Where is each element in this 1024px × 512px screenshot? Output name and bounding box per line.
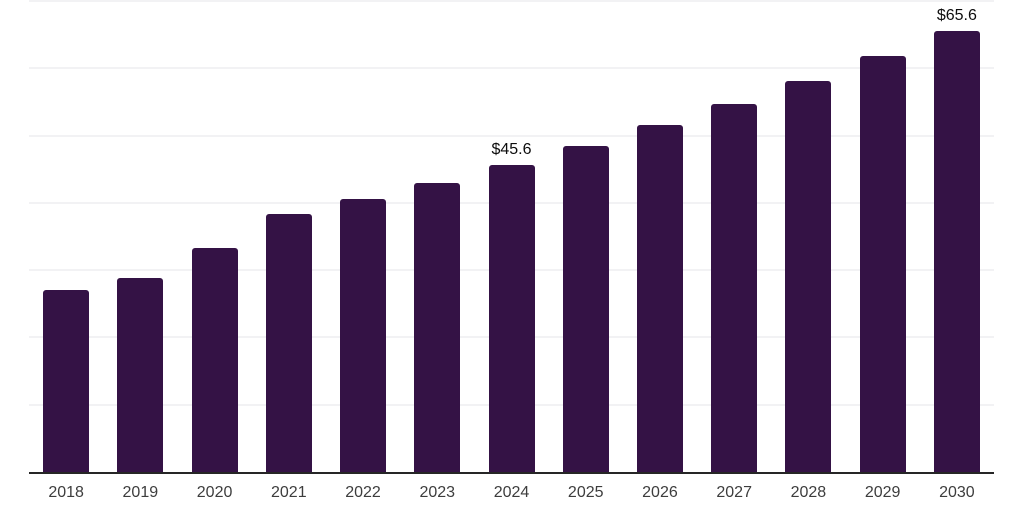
bar-2027 bbox=[711, 103, 758, 472]
gridline bbox=[29, 67, 994, 70]
gridline bbox=[29, 0, 994, 2]
x-tick-label-2026: 2026 bbox=[642, 484, 678, 501]
x-tick-label-2030: 2030 bbox=[939, 484, 975, 501]
bar-2028 bbox=[785, 81, 832, 472]
bar-2026 bbox=[636, 125, 683, 472]
bar-2020 bbox=[191, 247, 238, 472]
bar-2024 bbox=[488, 165, 535, 472]
bar-2029 bbox=[859, 56, 906, 472]
bar-2018 bbox=[43, 290, 90, 472]
x-tick-label-2029: 2029 bbox=[864, 484, 901, 501]
bar-value-label-2024: $45.6 bbox=[491, 141, 532, 159]
x-tick-label-2028: 2028 bbox=[790, 484, 827, 501]
x-tick-label-2020: 2020 bbox=[196, 484, 233, 501]
bar-2022 bbox=[340, 199, 387, 472]
x-axis-line bbox=[29, 472, 994, 474]
x-tick-label-2018: 2018 bbox=[48, 484, 84, 501]
bar-2023 bbox=[414, 182, 461, 472]
bar-2025 bbox=[562, 145, 609, 472]
bar-2021 bbox=[265, 214, 312, 472]
x-tick-label-2025: 2025 bbox=[567, 484, 604, 501]
x-tick-label-2027: 2027 bbox=[716, 484, 752, 501]
x-tick-label-2023: 2023 bbox=[419, 484, 456, 501]
x-tick-label-2021: 2021 bbox=[271, 484, 307, 501]
x-tick-label-2022: 2022 bbox=[345, 484, 381, 501]
bar-2019 bbox=[117, 277, 164, 472]
gridline bbox=[29, 134, 994, 137]
bar-value-label-2030: $65.6 bbox=[936, 6, 977, 24]
bar-2030 bbox=[933, 30, 980, 472]
x-tick-label-2019: 2019 bbox=[122, 484, 159, 501]
x-tick-label-2024: 2024 bbox=[493, 484, 530, 501]
